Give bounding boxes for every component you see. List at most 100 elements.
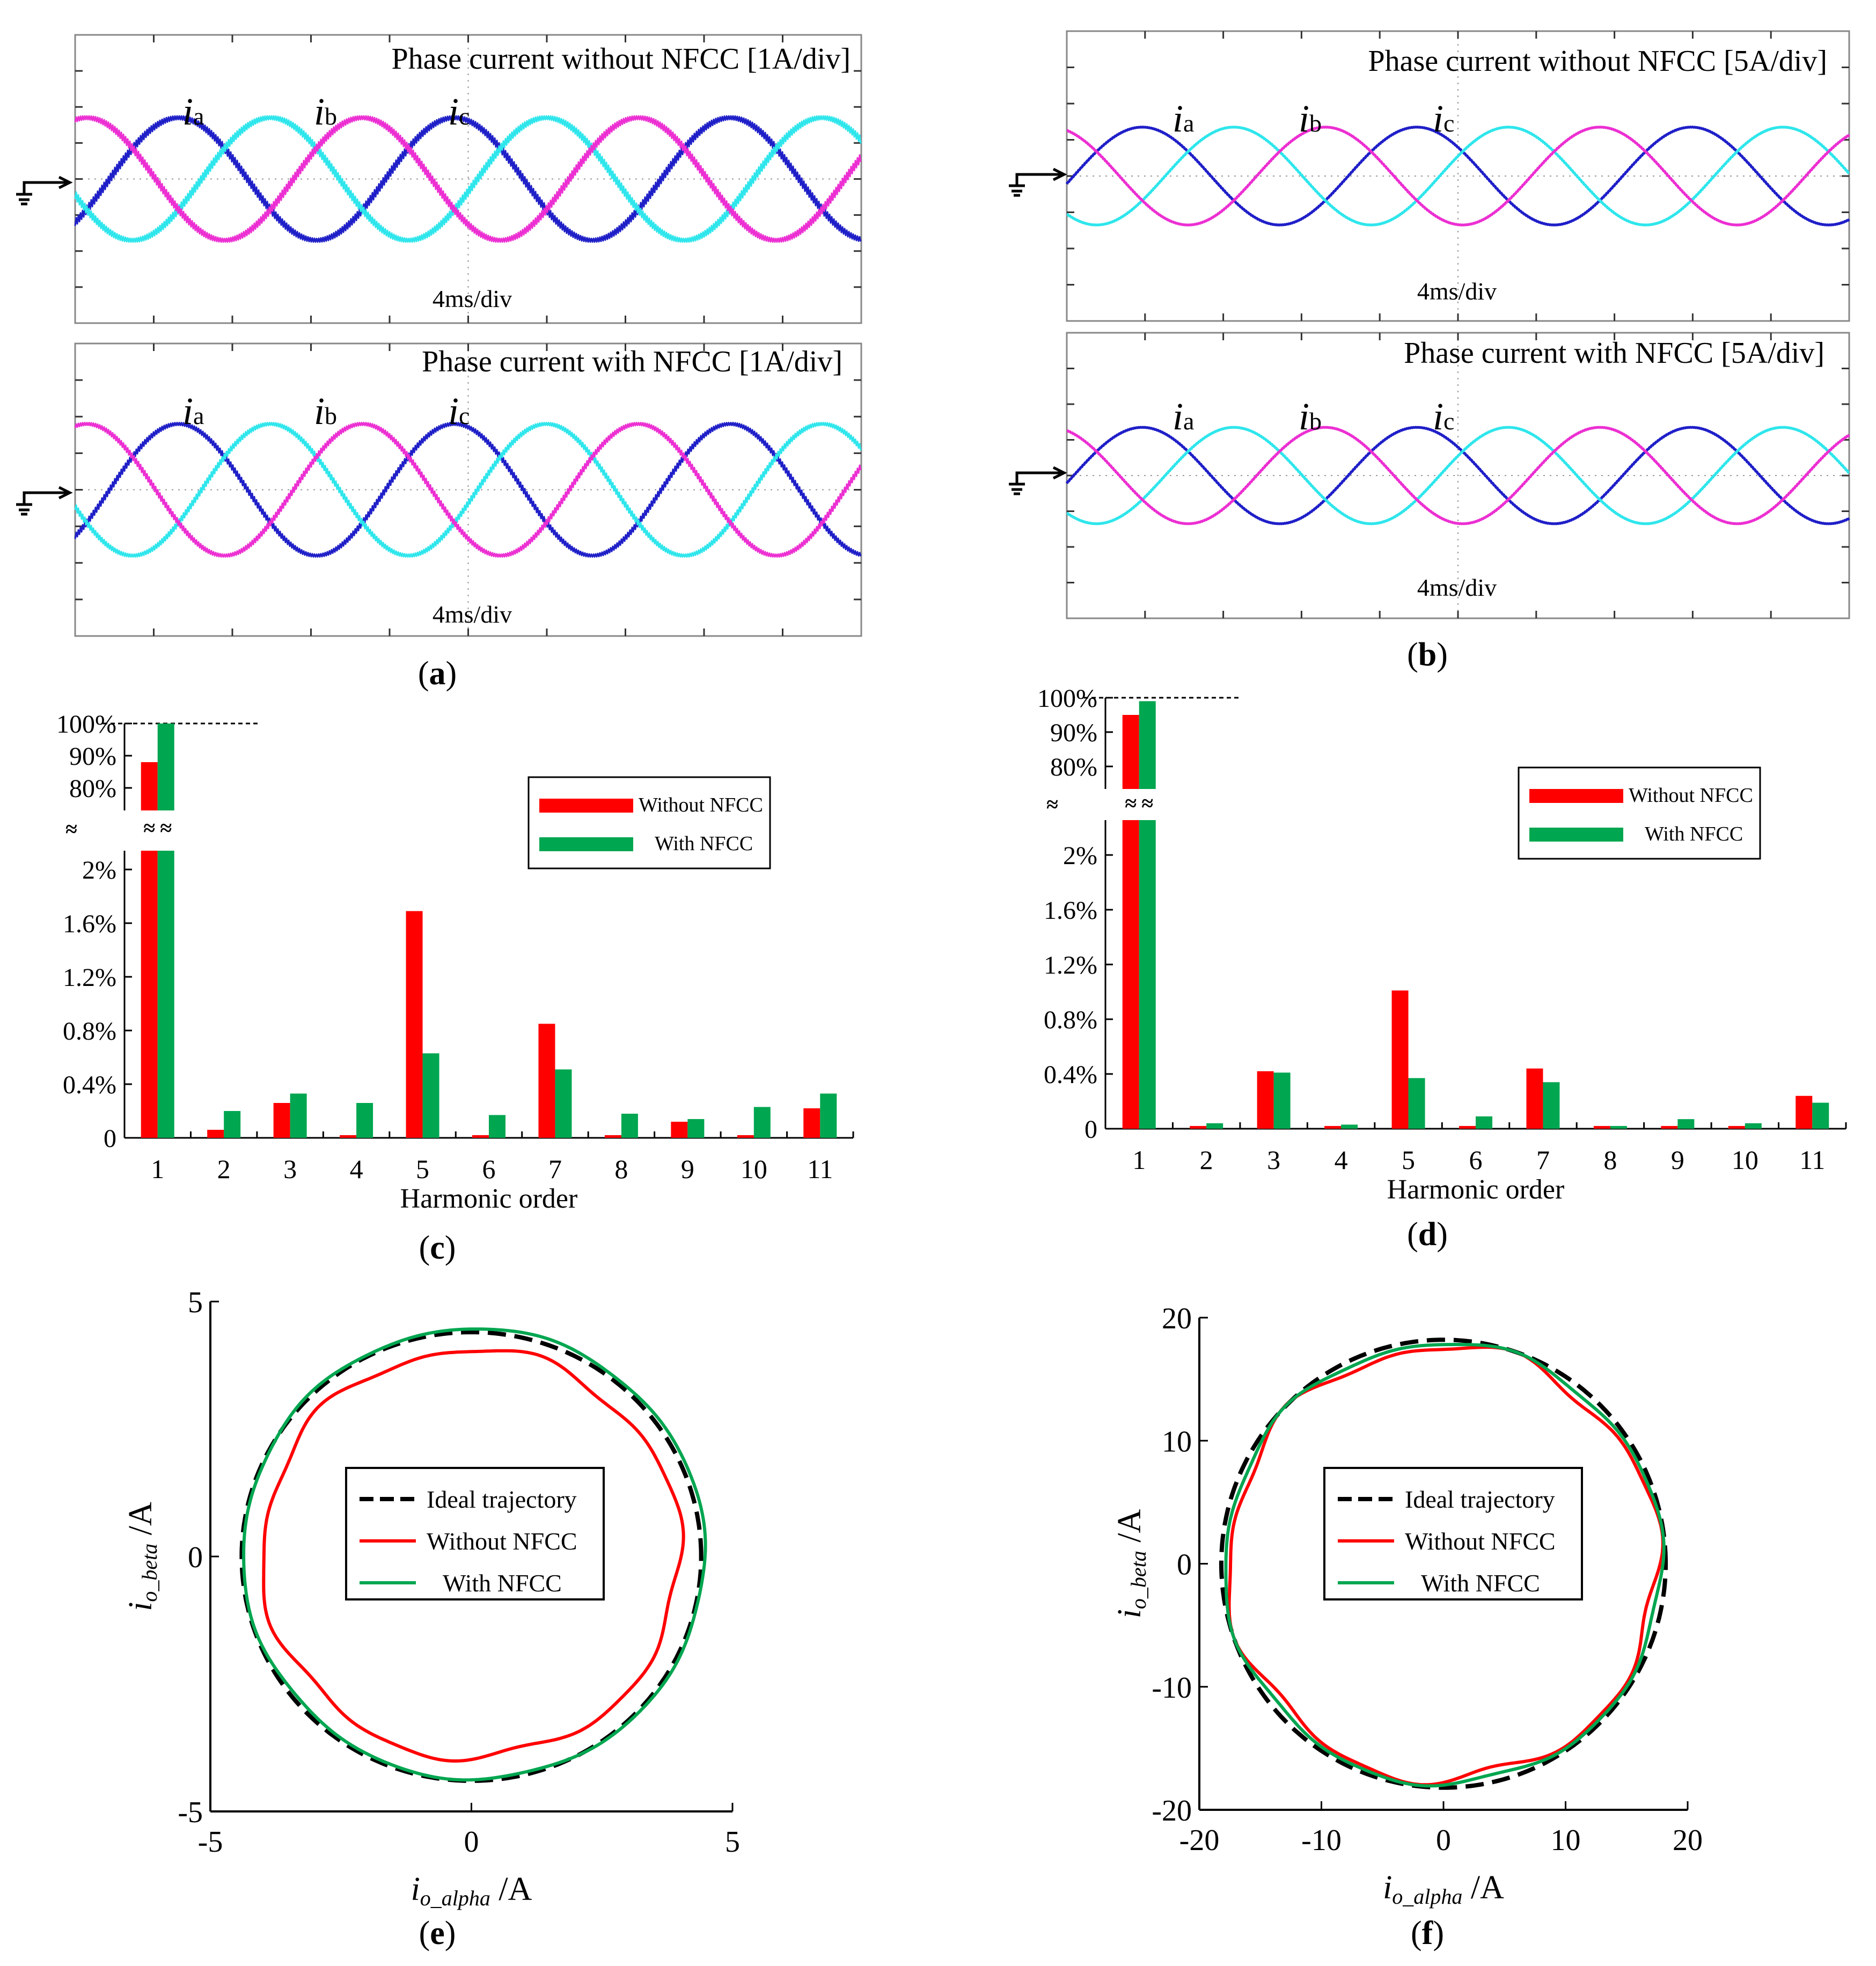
x-axis-title-symbol: i: [411, 1871, 420, 1907]
bar-with-nfcc: [1812, 1102, 1829, 1129]
y-axis-title: io_beta /A: [1111, 1509, 1150, 1618]
y-axis-title-unit: /A: [1111, 1509, 1148, 1551]
y-tick-label: 5: [188, 1286, 203, 1319]
x-tick-label: 10: [741, 1154, 767, 1184]
phase-label-sub: b: [325, 402, 337, 429]
x-axis-title-symbol: i: [1383, 1869, 1392, 1906]
x-tick-label: 5: [725, 1825, 740, 1859]
legend-label: Without NFCC: [427, 1528, 577, 1555]
phase-label-sub: c: [459, 103, 470, 130]
x-axis-title-subscript: o_alpha: [420, 1886, 490, 1910]
x-axis-title: Harmonic order: [400, 1183, 578, 1214]
bar-without-nfcc: [1526, 1068, 1543, 1129]
phase-b-waveform: [1066, 426, 1850, 525]
y-tick-label: 100%: [56, 710, 116, 739]
phase-c-waveform: [1066, 126, 1850, 226]
y-tick-label: 100%: [1037, 684, 1097, 713]
x-tick-label: -20: [1179, 1824, 1220, 1857]
without-nfcc-trajectory-line: [262, 1349, 685, 1763]
ground-marker: [1009, 466, 1067, 495]
bar-with-nfcc: [157, 723, 174, 810]
svg-text:(e): (e): [419, 1915, 456, 1952]
x-tick-label: 8: [1603, 1145, 1617, 1175]
phase-c-waveform: [1066, 426, 1850, 525]
bar-without-nfcc: [604, 1135, 621, 1138]
phase-label-sub: b: [1309, 407, 1322, 435]
x-tick-label: 10: [1732, 1145, 1758, 1175]
bar-without-nfcc: [671, 1122, 688, 1138]
phase-label-sub: b: [1309, 109, 1322, 137]
x-tick-label: 1: [151, 1154, 164, 1184]
svg-text:(d): (d): [1407, 1216, 1448, 1253]
without-nfcc-trajectory-line: [1227, 1346, 1665, 1787]
x-tick-label: 3: [1267, 1145, 1280, 1175]
bar-without-nfcc: [1728, 1125, 1745, 1129]
x-tick-label: 6: [482, 1154, 496, 1184]
phase-a-waveform: [74, 115, 862, 243]
y-axis-title-subscript: o_beta: [137, 1544, 162, 1602]
bar-without-nfcc: [1122, 715, 1139, 789]
legend-swatch-without: [539, 799, 633, 813]
scope-time-div: 4ms/div: [433, 601, 512, 628]
bar-with-nfcc: [687, 1119, 705, 1138]
y-axis-title-symbol: i: [122, 1602, 159, 1611]
x-axis-title-unit: /A: [490, 1871, 532, 1907]
bar-without-nfcc: [141, 762, 158, 810]
legend-label: With NFCC: [443, 1569, 562, 1597]
phase-label-a: ia: [1172, 395, 1194, 438]
y-axis-title-symbol: i: [1111, 1609, 1148, 1618]
bar-with-nfcc: [820, 1093, 837, 1138]
scope-title: Phase current without NFCC [5A/div]: [1368, 45, 1827, 78]
scope-waves: [74, 115, 862, 243]
phase-a-waveform: [1065, 426, 1850, 525]
y-tick-label: 0: [1084, 1115, 1097, 1144]
axis-break-symbol: ≈: [65, 817, 77, 841]
bar-without-nfcc: [803, 1108, 820, 1138]
bar-without-nfcc: [273, 1103, 290, 1138]
y-tick-label: 1.2%: [63, 963, 116, 992]
y-tick-label: 0: [188, 1541, 203, 1574]
bar-break-symbol: ≈: [1141, 791, 1153, 815]
y-tick-label: 80%: [69, 774, 116, 803]
y-tick-label: 0.8%: [63, 1017, 116, 1046]
bar-without-nfcc: [737, 1135, 754, 1138]
y-tick-label: -10: [1152, 1671, 1192, 1705]
bar-with-nfcc: [753, 1107, 771, 1138]
phase-a-waveform: [1065, 126, 1850, 226]
scope-time-div: 4ms/div: [433, 285, 512, 312]
x-tick-label: 2: [1200, 1145, 1213, 1175]
bar-without-nfcc-lower: [141, 851, 158, 1138]
y-tick-label: 0.8%: [1044, 1006, 1097, 1034]
bar-without-nfcc: [538, 1024, 555, 1138]
x-tick-label: 11: [1799, 1145, 1825, 1175]
scope-title: Phase current without NFCC [1A/div]: [392, 42, 851, 76]
phase-label-sub: a: [1183, 109, 1194, 137]
bar-with-nfcc: [356, 1103, 373, 1138]
y-tick-label: 2%: [82, 856, 116, 885]
legend-swatch-with: [539, 837, 633, 851]
y-tick-label: 90%: [1050, 719, 1097, 747]
scope-grid: [75, 343, 861, 636]
bar-without-nfcc: [1796, 1095, 1813, 1129]
x-tick-label: 20: [1673, 1824, 1703, 1857]
panel-caption-d: (d): [1407, 1216, 1448, 1253]
scope-a-bottom: Phase current with NFCC [1A/div] 4ms/div…: [16, 342, 862, 637]
axis-break-symbol: ≈: [1046, 792, 1058, 816]
bar-break-symbol: ≈: [143, 816, 155, 840]
bar-with-nfcc: [1139, 701, 1156, 789]
phase-a-waveform: [74, 421, 862, 558]
bar-without-nfcc: [1190, 1125, 1207, 1129]
bar-without-nfcc: [1459, 1125, 1476, 1129]
scope-waves: [74, 421, 862, 558]
scope-b-bottom: Phase current with NFCC [5A/div] 4ms/div…: [1009, 332, 1850, 619]
legend-box: [527, 776, 771, 869]
bar-without-nfcc: [207, 1130, 224, 1138]
y-axis-title-subscript: o_beta: [1126, 1551, 1150, 1609]
x-tick-label: 7: [548, 1154, 562, 1184]
legend-label: Without NFCC: [1629, 784, 1753, 807]
scope-grid: [75, 35, 861, 323]
x-tick-label: -10: [1301, 1824, 1342, 1857]
scope-a-top: Phase current without NFCC [1A/div] 4ms/…: [16, 34, 862, 324]
bar-break-symbol: ≈: [160, 816, 172, 840]
